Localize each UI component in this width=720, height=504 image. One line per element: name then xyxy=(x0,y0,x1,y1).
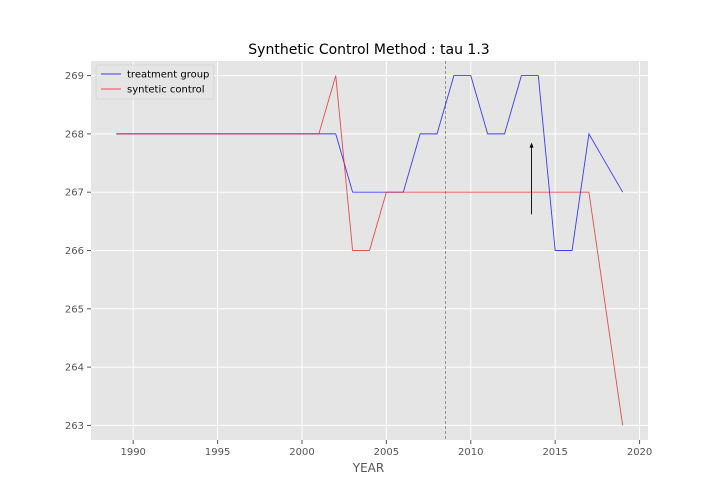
series-line-1 xyxy=(116,75,624,426)
series-lines xyxy=(116,75,624,426)
y-tick-label: 268 xyxy=(65,129,84,140)
y-tick-label: 264 xyxy=(65,363,84,374)
x-tick-label: 1995 xyxy=(205,447,230,458)
y-tick-label: 263 xyxy=(65,421,84,432)
effect-arrow xyxy=(529,142,534,215)
arrow-head xyxy=(529,142,534,148)
x-tick-label: 2020 xyxy=(627,447,652,458)
legend-box xyxy=(95,64,215,100)
chart-title: Synthetic Control Method : tau 1.3 xyxy=(248,42,489,58)
y-tick-label: 265 xyxy=(65,304,84,315)
x-tick-label: 2005 xyxy=(374,447,399,458)
x-axis-label: YEAR xyxy=(352,461,384,475)
y-tick-label: 269 xyxy=(65,71,84,82)
x-axis-ticks: 1990 1995 2000 2005 2010 2015 2020 xyxy=(120,440,652,458)
y-axis-ticks: 263 264 265 266 267 268 269 xyxy=(65,71,91,432)
legend-label: treatment group xyxy=(127,70,209,81)
x-tick-label: 2000 xyxy=(289,447,314,458)
legend-label: syntetic control xyxy=(127,85,205,96)
x-tick-label: 2010 xyxy=(458,447,483,458)
legend: treatment group syntetic control xyxy=(95,64,215,100)
x-tick-label: 2015 xyxy=(542,447,567,458)
y-tick-label: 267 xyxy=(65,188,84,199)
x-tick-label: 1990 xyxy=(120,447,145,458)
y-tick-label: 266 xyxy=(65,246,84,257)
